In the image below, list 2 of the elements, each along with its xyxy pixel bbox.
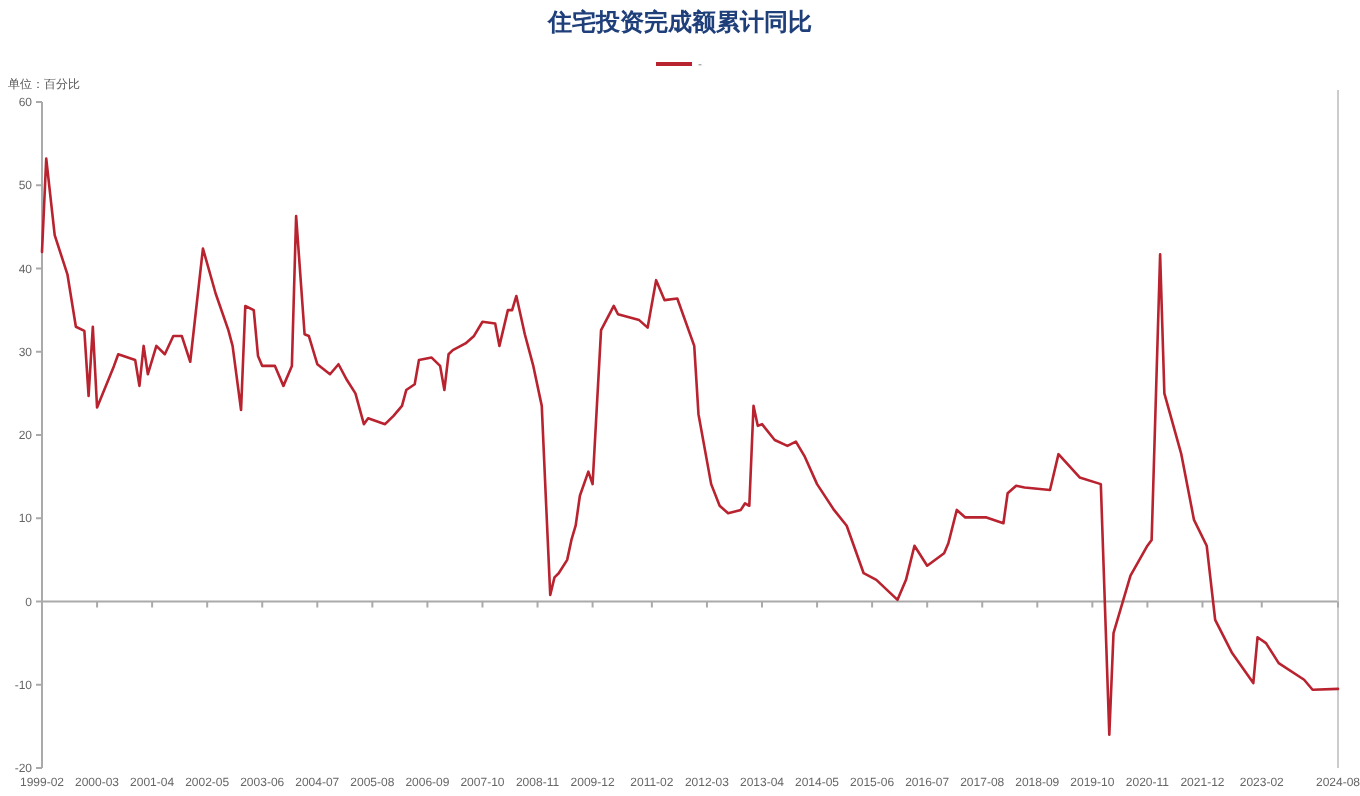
chart-title: 住宅投资完成额累计同比 xyxy=(546,8,812,36)
line-series xyxy=(40,157,1340,736)
